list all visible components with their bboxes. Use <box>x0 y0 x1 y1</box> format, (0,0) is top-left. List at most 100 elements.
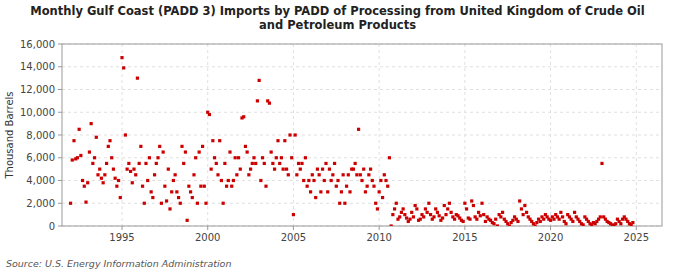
point <box>93 156 96 159</box>
point <box>69 202 72 205</box>
point <box>619 222 622 225</box>
point <box>571 220 574 223</box>
point <box>132 168 135 171</box>
point <box>165 199 168 202</box>
tick <box>58 135 62 136</box>
point <box>384 179 387 182</box>
point <box>290 156 293 159</box>
point <box>263 162 266 165</box>
point <box>424 207 427 210</box>
point <box>326 190 329 193</box>
point <box>244 145 247 148</box>
point <box>120 56 123 59</box>
point <box>83 185 86 188</box>
point <box>184 150 187 153</box>
point <box>192 173 195 176</box>
point <box>297 162 300 165</box>
point <box>465 207 468 210</box>
point <box>299 168 302 171</box>
point <box>153 173 156 176</box>
point <box>163 185 166 188</box>
tick-label: 2020 <box>538 232 563 243</box>
point <box>235 173 238 176</box>
grid-line <box>62 112 662 113</box>
point <box>614 222 617 225</box>
point <box>319 190 322 193</box>
point <box>228 150 231 153</box>
point <box>251 162 254 165</box>
tick <box>58 180 62 181</box>
point <box>371 179 374 182</box>
point <box>480 202 483 205</box>
point <box>438 214 441 217</box>
point <box>475 218 478 221</box>
point <box>448 202 451 205</box>
point <box>422 215 425 218</box>
point <box>129 170 132 173</box>
point <box>151 196 154 199</box>
point <box>264 185 267 188</box>
point <box>175 190 178 193</box>
point <box>355 173 358 176</box>
point <box>230 185 233 188</box>
point <box>81 179 84 182</box>
point <box>360 179 363 182</box>
point <box>436 211 439 214</box>
tick-label: 2025 <box>624 232 649 243</box>
point <box>162 150 165 153</box>
point <box>187 185 190 188</box>
point <box>494 218 497 221</box>
point <box>256 99 259 102</box>
grid-line <box>62 66 662 67</box>
tick-label: 14,000 <box>20 61 55 72</box>
point <box>374 202 377 205</box>
grid-line <box>62 157 662 158</box>
point <box>535 221 538 224</box>
point <box>444 213 447 216</box>
point <box>362 168 365 171</box>
point <box>108 139 111 142</box>
point <box>220 179 223 182</box>
point <box>462 220 465 223</box>
point <box>311 173 314 176</box>
point <box>434 207 437 210</box>
point <box>208 113 211 116</box>
point <box>600 162 603 165</box>
point <box>523 204 526 207</box>
point <box>88 150 91 153</box>
point <box>134 173 137 176</box>
point <box>86 181 89 184</box>
point <box>79 154 82 157</box>
point <box>367 173 370 176</box>
grid-line <box>207 44 208 226</box>
point <box>369 168 372 171</box>
point <box>102 181 105 184</box>
tick <box>58 89 62 90</box>
point <box>477 211 480 214</box>
point <box>450 211 453 214</box>
point <box>518 199 521 202</box>
point <box>105 162 108 165</box>
point <box>314 196 317 199</box>
tick-label: 2015 <box>452 232 477 243</box>
tick-label: 12,000 <box>20 84 55 95</box>
point <box>124 133 127 136</box>
point <box>283 139 286 142</box>
point <box>522 213 525 216</box>
point <box>539 220 542 223</box>
tick <box>207 226 208 230</box>
grid-line <box>636 44 637 226</box>
point <box>201 145 204 148</box>
title: Monthly Gulf Coast (PADD 3) Imports by P… <box>30 4 645 32</box>
point <box>170 190 173 193</box>
point <box>559 211 562 214</box>
point <box>167 168 170 171</box>
point <box>271 162 274 165</box>
point <box>324 162 327 165</box>
point <box>419 218 422 221</box>
point <box>275 156 278 159</box>
point <box>336 179 339 182</box>
point <box>582 223 585 226</box>
point <box>117 179 120 182</box>
point <box>410 211 413 214</box>
